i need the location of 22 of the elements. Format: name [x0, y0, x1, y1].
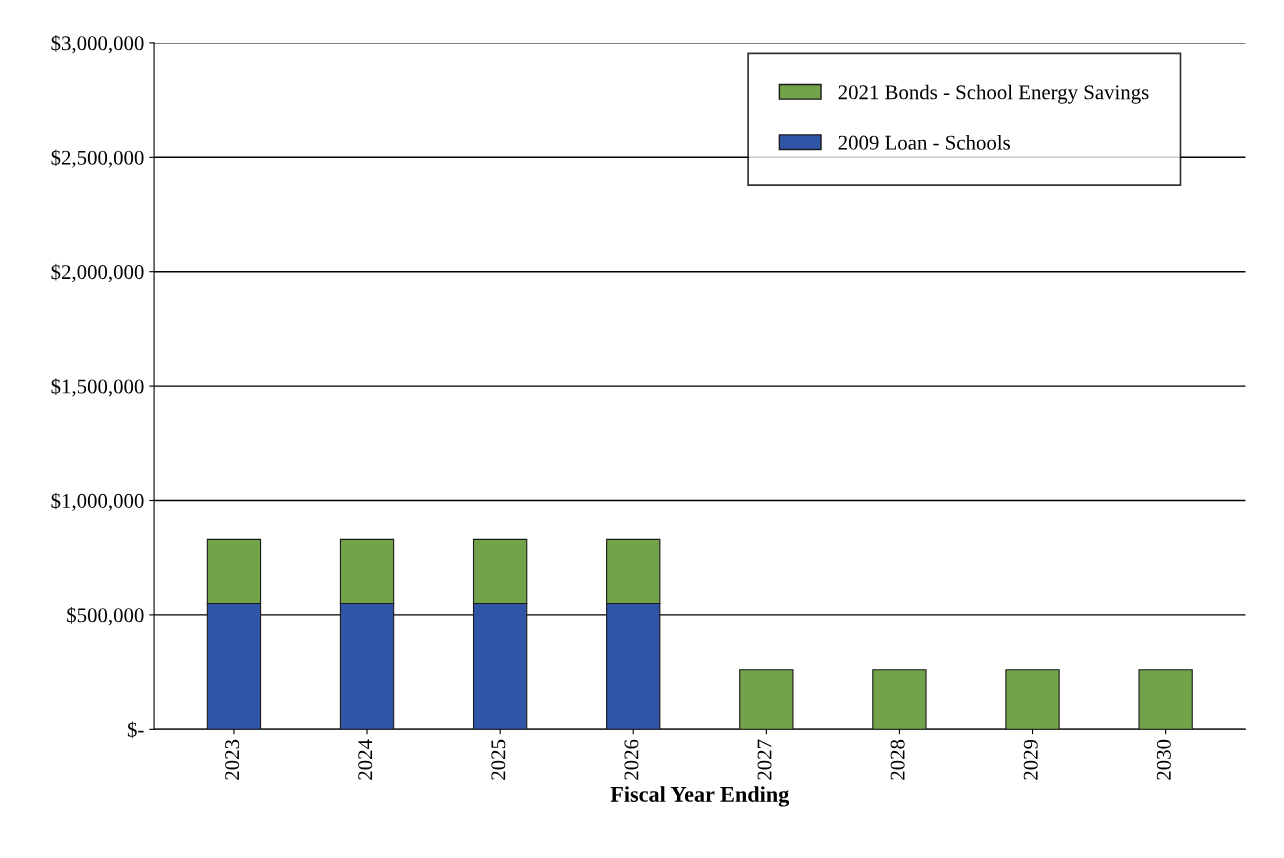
x-tick-label: 2023: [225, 739, 240, 780]
bar: [1138, 669, 1193, 730]
bar: [872, 669, 927, 730]
y-tick-label: $1,500,000: [51, 378, 144, 397]
y-tick-label: $3,000,000: [51, 35, 144, 54]
bar: [739, 669, 794, 730]
x-tick-label: 2026: [624, 739, 639, 780]
x-axis-title: Fiscal Year Ending: [610, 786, 790, 807]
x-tick-label: 2028: [890, 739, 905, 780]
x-tick-label: 2027: [757, 739, 772, 780]
y-tick-label: $500,000: [67, 607, 144, 626]
x-tick-label: 2029: [1023, 739, 1038, 780]
bar: [1005, 669, 1060, 730]
y-tick-label: $2,500,000: [51, 149, 144, 168]
y-tick-label: $-: [127, 721, 144, 739]
y-tick-label: $2,000,000: [51, 263, 144, 283]
legend-label: 2021 Bonds - School Energy Savings: [838, 84, 1149, 104]
x-tick-label: 2025: [491, 739, 506, 780]
y-tick-label: $1,000,000: [51, 492, 144, 511]
x-tick-label: 2030: [1156, 739, 1171, 780]
x-tick-label: 2024: [358, 739, 373, 780]
legend-label: 2009 Loan - Schools: [838, 135, 1010, 150]
